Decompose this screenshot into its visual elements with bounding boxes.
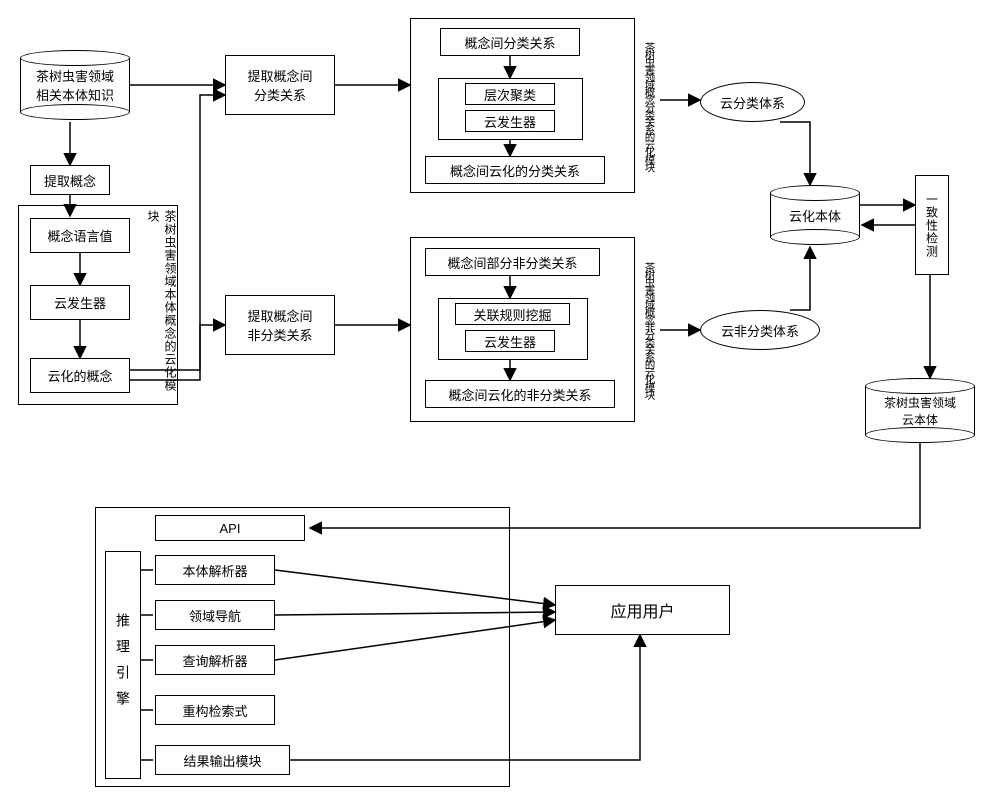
box-user: 应用用户 [555, 585, 730, 635]
cylinder-cloud-ontology: 云化本体 [770, 185, 860, 245]
box-m2-bottom: 概念间云化的分类关系 [425, 156, 605, 184]
box-m3-inner2: 云发生器 [465, 330, 555, 352]
cylinder-source-label: 茶树虫害领域 相关本体知识 [20, 50, 130, 120]
box-cloud-gen1: 云发生器 [30, 285, 130, 320]
box-nav: 领域导航 [155, 600, 275, 630]
vlabel-module1: 茶树虫害领域本体概念的云化模块 [150, 210, 174, 400]
box-m2-inner2: 云发生器 [465, 110, 555, 132]
vlabel-consistency: 一致性检测 [924, 193, 941, 258]
oval-cloud-nonclass: 云非分类体系 [700, 310, 820, 350]
box-output: 结果输出模块 [155, 745, 290, 775]
box-parser: 本体解析器 [155, 555, 275, 585]
cylinder-source-knowledge: 茶树虫害领域 相关本体知识 [20, 50, 130, 120]
cylinder-domain-ontology: 茶树虫害领域 云本体 [865, 378, 975, 443]
box-consistency: 一致性检测 [915, 175, 949, 275]
cylinder-cloud-ontology-label: 云化本体 [770, 185, 860, 245]
box-concept-lang: 概念语言值 [30, 218, 130, 253]
vlabel-engine: 推理引擎 [108, 560, 138, 770]
box-m3-top: 概念间部分非分类关系 [425, 248, 600, 276]
box-m2-top: 概念间分类关系 [440, 28, 580, 56]
box-extract-class: 提取概念间 分类关系 [225, 55, 335, 115]
box-m2-inner1: 层次聚类 [465, 83, 555, 105]
box-api: API [155, 515, 305, 541]
box-extract-nonclass: 提取概念间 非分类关系 [225, 295, 335, 355]
vlabel-module3: 茶树虫害领域概念非分类关系的云化模块 [640, 240, 660, 418]
box-query: 查询解析器 [155, 645, 275, 675]
oval-cloud-class: 云分类体系 [700, 82, 805, 122]
vlabel-module2: 茶树虫害领域概念分类关系的云化模块 [640, 22, 660, 190]
box-m3-inner1: 关联规则挖掘 [455, 303, 570, 325]
cylinder-domain-ontology-label: 茶树虫害领域 云本体 [865, 378, 975, 443]
box-m3-bottom: 概念间云化的非分类关系 [425, 380, 615, 408]
box-restruct: 重构检索式 [155, 695, 275, 725]
box-extract-concept: 提取概念 [30, 165, 110, 195]
box-cloud-concept: 云化的概念 [30, 358, 130, 393]
